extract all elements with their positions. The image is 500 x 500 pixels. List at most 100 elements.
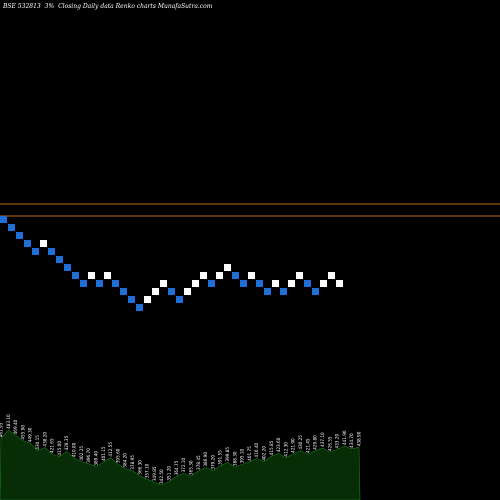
volume-label: 395.60 [115,448,120,463]
volume-label: 433.20 [335,434,340,449]
volume-label: 429.80 [313,435,318,450]
renko-brick-up [248,272,255,279]
renko-brick-down [168,288,175,295]
renko-brick-up [216,272,223,279]
volume-label: 401.75 [247,446,252,461]
renko-brick-down [64,264,71,271]
renko-brick-up [200,272,207,279]
volume-label: 349.85 [152,466,157,481]
volume-label: 379.20 [210,455,215,470]
renko-brick-down [256,280,263,287]
renko-brick-up [184,288,191,295]
volume-label: 415.85 [269,440,274,455]
volume-label: 357.10 [145,463,150,478]
renko-brick-down [176,296,183,303]
volume-label: 441.90 [342,430,347,445]
volume-label: 438.20 [42,432,47,447]
chart-header: BSE 532813 3% Closing Daily data Renko c… [2,3,213,10]
reference-lines [0,203,500,217]
renko-brick-down [304,280,311,287]
volume-label: 421.45 [305,438,310,453]
volume-label: 461.95 [0,422,4,437]
volume-label: 386.90 [203,452,208,467]
renko-brick-down [128,296,135,303]
renko-brick-down [96,280,103,287]
renko-brick-down [120,288,127,295]
renko-brick-up [152,288,159,295]
volume-label: 483.10 [6,414,11,429]
volume-label: 396.70 [86,448,91,463]
volume-label: 421.65 [50,438,55,453]
volume-label: 378.45 [196,455,201,470]
renko-brick-down [80,280,87,287]
renko-brick-up [160,280,167,287]
renko-brick-down [312,288,319,295]
renko-brick-down [280,288,287,295]
renko-brick-up [288,280,295,287]
volume-label: 388.30 [232,451,237,466]
volume-label: 401.15 [101,446,106,461]
volume-area [0,429,361,500]
renko-brick-up [192,280,199,287]
renko-brick-up [104,272,111,279]
volume-label: 391.55 [218,450,223,465]
volume-label: 421.90 [291,438,296,453]
volume-label: 428.35 [64,435,69,450]
volume-label: 399.85 [225,447,230,462]
volume-label: 378.95 [130,455,135,470]
volume-label: 364.75 [174,460,179,475]
chart-subtitle: Closing Daily data Renko charts MunafaSu… [58,3,213,10]
renko-brick-up [224,264,231,271]
renko-brick-down [8,224,15,231]
volume-label: 438.90 [357,431,362,446]
renko-brick-up [144,296,151,303]
renko-brick-down [264,288,271,295]
volume-label: 410.80 [72,442,77,457]
ticker-symbol: BSE 532813 [2,3,41,10]
renko-brick-down [240,280,247,287]
volume-label: 469.40 [13,419,18,434]
volume-label: 372.10 [181,457,186,472]
renko-brick-down [112,280,119,287]
volume-label: 402.20 [262,446,267,461]
renko-brick-up [272,280,279,287]
brick-size-percent: 3% [45,3,55,10]
volume-label: 430.25 [298,435,303,450]
volume-label: 426.55 [327,436,332,451]
volume-label: 412.30 [283,442,288,457]
volume-label: 423.60 [276,437,281,452]
volume-label: 455.90 [20,425,25,440]
volume-label: 449.30 [28,427,33,442]
volume-label: 384.20 [123,453,128,468]
volume-label: 395.10 [240,448,245,463]
renko-brick-down [16,232,23,239]
renko-brick-down [0,216,7,223]
renko-brick-down [232,272,239,279]
volume-label: 412.55 [108,442,113,457]
volume-label: 342.50 [159,469,164,484]
renko-brick-down [72,272,79,279]
volume-label: 437.10 [320,432,325,447]
volume-label: 351.20 [167,466,172,481]
renko-brick-down [56,256,63,263]
renko-brick-down [136,304,143,311]
volume-label: 434.70 [349,433,354,448]
renko-brick-down [24,240,31,247]
renko-brick-up [328,272,335,279]
renko-brick-up [336,280,343,287]
renko-brick-up [88,272,95,279]
volume-panel [0,429,361,500]
renko-brick-up [320,280,327,287]
volume-label: 366.30 [137,460,142,475]
renko-brick-down [208,280,215,287]
volume-label: 430.15 [35,435,40,450]
volume-label: 389.40 [93,451,98,466]
renko-brick-down [48,248,55,255]
volume-label: 365.30 [188,460,193,475]
volume-label: 410.40 [254,442,259,457]
renko-brick-down [32,248,39,255]
renko-brick-up [40,240,47,247]
